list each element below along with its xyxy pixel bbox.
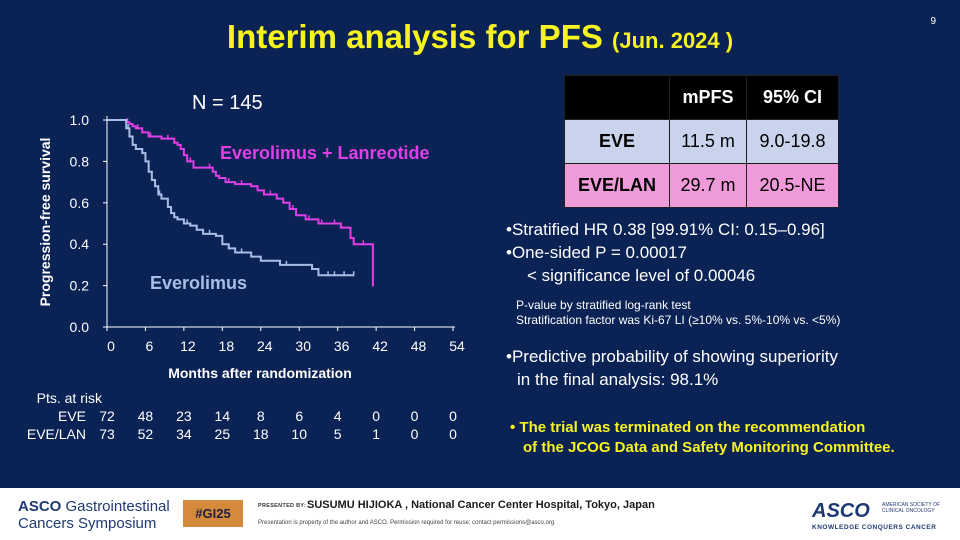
termination-line2: of the JCOG Data and Safety Monitoring C… [523,439,895,456]
risk-cell: 6 [295,408,304,424]
termination-line1: • The trial was terminated on the recomm… [510,419,866,436]
x-tick-label: 12 [180,338,196,354]
permission-notice: Presentation is property of the author a… [258,520,555,526]
y-tick-label: 0.0 [70,319,90,335]
y-tick-label: 0.2 [70,278,90,294]
summary-row-eve: EVE 11.5 m 9.0-19.8 [564,119,839,164]
meeting-logo-symposium: Cancers Symposium [18,515,157,532]
risk-cell: 0 [449,408,457,424]
summary-header-blank [564,75,670,120]
meeting-logo: ASCO Gastrointestinal Cancers Symposium [18,498,170,532]
pvalue-note: P-value by stratified log-rank test [516,298,691,312]
summary-row-evelan: EVE/LAN 29.7 m 20.5-NE [564,163,839,208]
p-value-result: •One-sided P = 0.00017 [506,243,687,262]
risk-cell: 0 [372,408,380,424]
summary-header-row: mPFS 95% CI [564,75,839,120]
x-tick-label: 54 [449,338,465,354]
risk-table-header: Pts. at risk [36,390,102,406]
x-tick-label: 6 [146,338,154,354]
risk-cell: 73 [99,426,115,442]
asco-logo-society: AMERICAN SOCIETY OF CLINICAL ONCOLOGY [882,502,940,514]
risk-cell: 48 [137,408,154,424]
y-tick-label: 0.6 [70,195,90,211]
risk-cell: 23 [176,408,192,424]
x-tick-label: 18 [219,338,235,354]
risk-row-label: EVE/LAN [26,426,86,442]
asco-logo-word: ASCO [812,500,870,522]
meeting-logo-gi: Gastrointestinal [61,498,170,515]
summary-header-ci: 95% CI [746,75,839,120]
summary-header-mpfs: mPFS [669,75,747,120]
risk-cell: 18 [252,426,269,442]
termination-note: • The trial was terminated on the recomm… [510,418,895,458]
y-tick-label: 1.0 [70,112,90,128]
slide: Interim analysis for PFS (Jun. 2024 ) 9 … [0,0,960,488]
y-tick-label: 0.4 [70,236,90,252]
x-tick-label: 24 [257,338,273,354]
summary-mpfs-eve: 11.5 m [669,119,747,164]
risk-row: EVE 72 48 23 14 8 6 4 0 0 0 [0,408,480,424]
asco-logo: ASCO AMERICAN SOCIETY OF CLINICAL ONCOLO… [812,500,940,531]
risk-row-label: EVE [57,408,86,424]
predictive-probability-line1: •Predictive probability of showing super… [506,347,838,366]
significance-result: < significance level of 0.00046 [527,266,756,285]
risk-cell: 4 [333,408,342,424]
y-axis-label: Progression-free survival [37,138,53,307]
risk-cell: 72 [99,408,115,424]
series-label-evelan: Everolimus + Lanreotide [220,143,430,163]
presented-by-label: PRESENTED BY: [258,503,307,509]
slide-title: Interim analysis for PFS (Jun. 2024 ) [0,18,960,56]
risk-cell: 25 [214,426,231,442]
risk-cell: 0 [410,426,419,442]
x-tick-label: 48 [411,338,427,354]
summary-ci-evelan: 20.5-NE [746,163,839,208]
x-tick-label: 42 [372,338,388,354]
stratification-note: Stratification factor was Ki-67 LI (≥10%… [516,313,841,327]
x-axis-label: Months after randomization [168,365,352,381]
x-tick-label: 30 [295,338,311,354]
hashtag-badge: #GI25 [183,500,243,527]
slide-number: 9 [930,16,936,27]
summary-label-evelan: EVE/LAN [564,163,670,208]
predictive-probability-line2: in the final analysis: 98.1% [517,370,719,389]
risk-cell: 10 [291,426,307,442]
risk-row: EVE/LAN 73 52 34 25 18 10 5 1 0 0 [0,426,480,442]
km-chart: 0.0 0.2 0.4 0.6 0.8 1.0 0 6 12 18 24 30 36 42 48 54 Mont… [37,112,465,381]
footer: ASCO Gastrointestinal Cancers Symposium … [0,488,960,540]
risk-cell: 0 [449,426,457,442]
y-tick-label: 0.8 [70,153,90,169]
hr-result: •Stratified HR 0.38 [99.91% CI: 0.15–0.9… [506,220,825,239]
x-tick-label: 0 [107,338,115,354]
summary-ci-eve: 9.0-19.8 [746,119,839,164]
title-main: Interim analysis for PFS [226,18,603,55]
risk-cell: 1 [372,426,380,442]
summary-table: mPFS 95% CI EVE 11.5 m 9.0-19.8 EVE/LAN … [564,75,839,208]
meeting-logo-asco: ASCO [18,498,62,515]
risk-cell: 0 [410,408,419,424]
series-label-eve: Everolimus [150,273,247,293]
asco-logo-tagline: KNOWLEDGE CONQUERS CANCER [812,524,937,531]
presenter-name: SUSUMU HIJIOKA , National Cancer Center … [307,499,655,511]
summary-mpfs-evelan: 29.7 m [669,163,747,208]
risk-cell: 14 [214,408,231,424]
sample-size-label: N = 145 [192,92,263,114]
risk-cell: 5 [333,426,342,442]
risk-cell: 52 [137,426,154,442]
risk-cell: 8 [256,408,265,424]
risk-cell: 34 [176,426,192,442]
series-line-eve [107,119,354,277]
summary-label-eve: EVE [564,119,670,164]
series-line-evelan [107,119,374,286]
x-tick-label: 36 [334,338,350,354]
title-date: (Jun. 2024 ) [612,28,734,53]
